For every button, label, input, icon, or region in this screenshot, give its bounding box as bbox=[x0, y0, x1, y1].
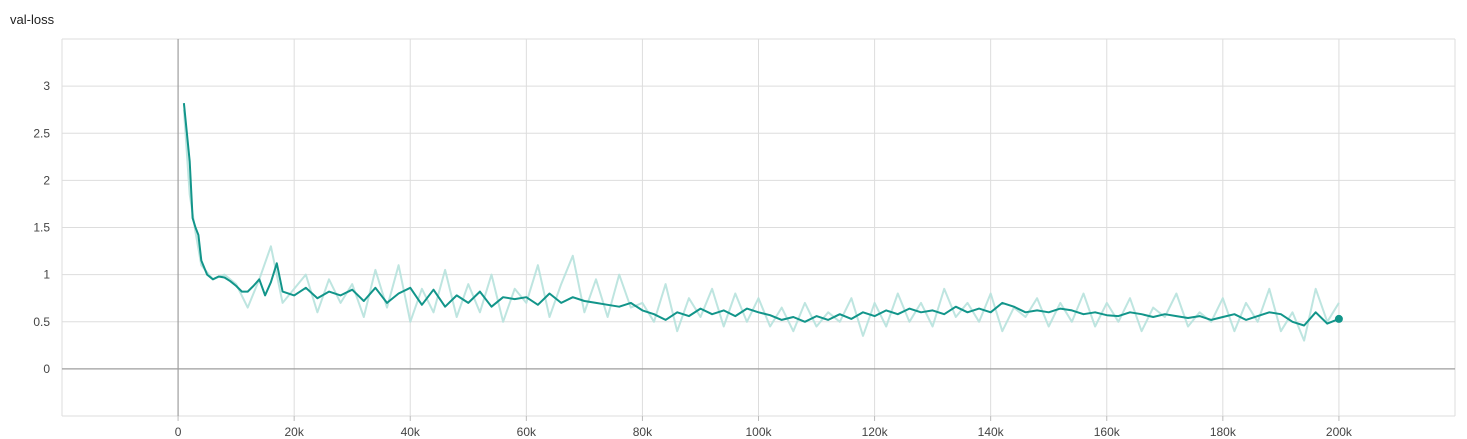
y-tick-label: 0 bbox=[43, 362, 50, 376]
x-tick-label: 120k bbox=[862, 425, 889, 439]
x-tick-label: 160k bbox=[1094, 425, 1121, 439]
y-tick-label: 3 bbox=[43, 79, 50, 93]
x-tick-label: 100k bbox=[745, 425, 772, 439]
x-tick-label: 180k bbox=[1210, 425, 1237, 439]
chart-title: val-loss bbox=[10, 12, 55, 27]
x-tick-label: 140k bbox=[978, 425, 1005, 439]
smoothed-series-line bbox=[182, 103, 1340, 327]
y-tick-label: 1 bbox=[43, 268, 50, 282]
y-tick-label: 2 bbox=[43, 173, 50, 187]
x-tick-label: 40k bbox=[401, 425, 421, 439]
x-tick-label: 200k bbox=[1326, 425, 1353, 439]
x-tick-label: 60k bbox=[517, 425, 537, 439]
y-tick-label: 0.5 bbox=[33, 315, 50, 329]
y-tick-label: 1.5 bbox=[33, 221, 50, 235]
x-tick-label: 20k bbox=[284, 425, 304, 439]
x-tick-label: 80k bbox=[633, 425, 653, 439]
raw-series-line bbox=[182, 109, 1340, 342]
x-tick-label: 0 bbox=[175, 425, 182, 439]
y-tick-label: 2.5 bbox=[33, 126, 50, 140]
last-point-marker bbox=[1334, 314, 1343, 323]
